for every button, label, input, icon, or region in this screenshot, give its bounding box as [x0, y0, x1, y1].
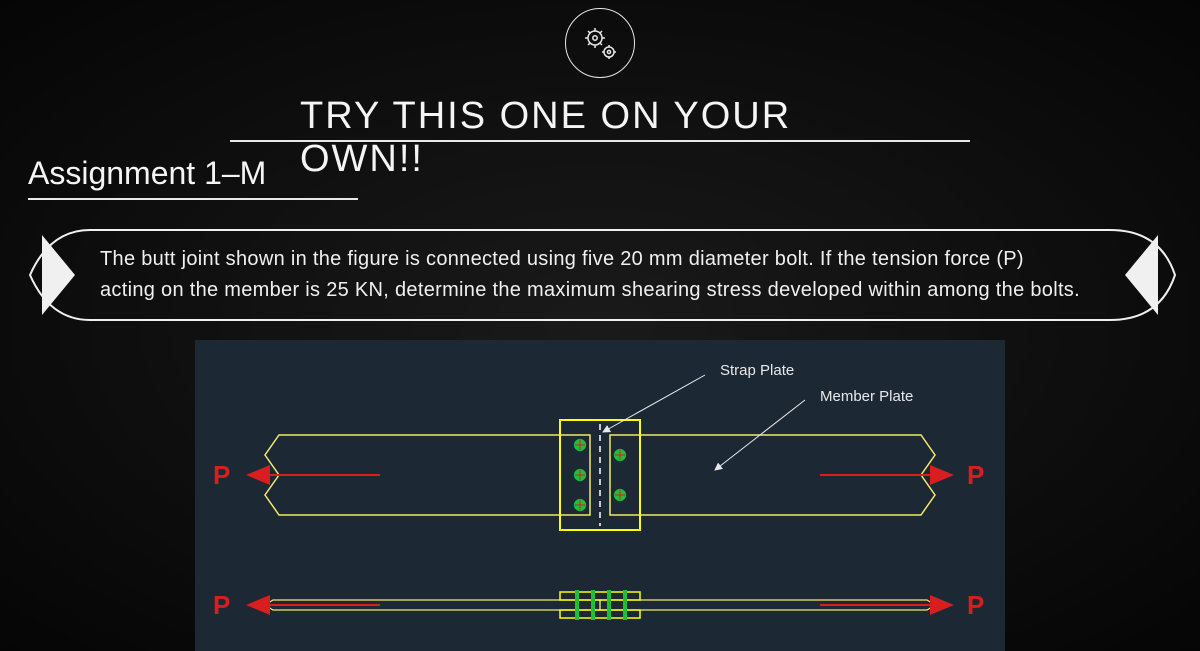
force-label-top-left: P — [213, 460, 230, 491]
member-plate-label: Member Plate — [820, 388, 913, 405]
title-underline — [230, 140, 970, 142]
force-label-bottom-right: P — [967, 590, 984, 621]
gears-icon — [578, 21, 622, 65]
page-title: TRY THIS ONE ON YOUR OWN!! — [300, 95, 900, 181]
force-label-bottom-left: P — [213, 590, 230, 621]
problem-ribbon: The butt joint shown in the figure is co… — [20, 220, 1180, 330]
strap-plate-label: Strap Plate — [720, 362, 794, 379]
assignment-heading: Assignment 1–M — [28, 155, 266, 192]
force-label-top-right: P — [967, 460, 984, 491]
diagram-panel: Strap Plate Member Plate P P P P — [195, 340, 1005, 651]
gear-badge — [565, 8, 635, 78]
diagram-svg — [195, 340, 1005, 651]
problem-text: The butt joint shown in the figure is co… — [20, 230, 1180, 320]
subtitle-underline — [28, 198, 358, 200]
